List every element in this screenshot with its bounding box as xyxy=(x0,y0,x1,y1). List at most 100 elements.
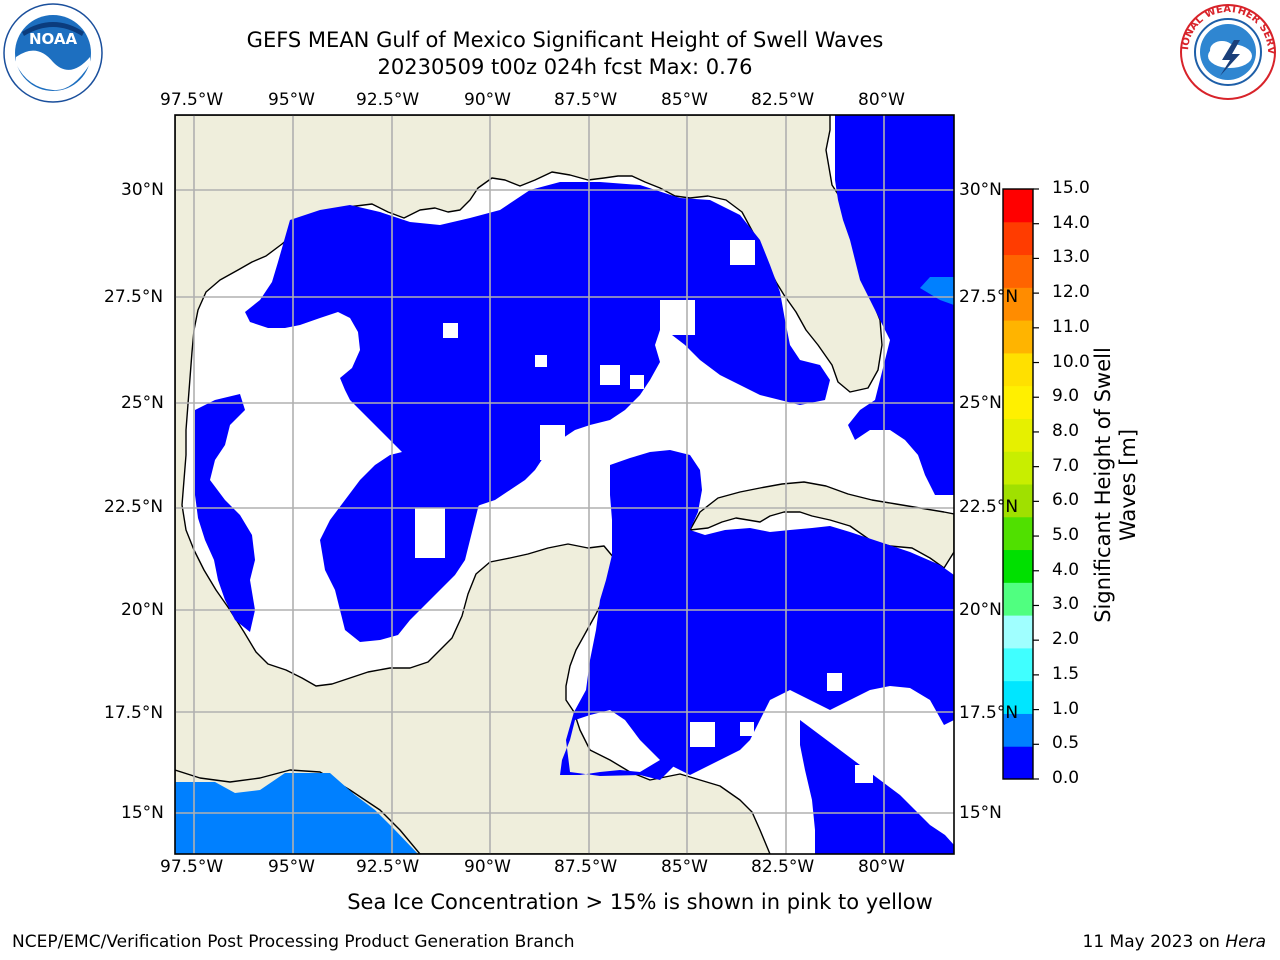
lat-label-left: 20°N xyxy=(121,600,164,620)
hole xyxy=(740,722,754,736)
colorbar-frame xyxy=(1002,188,1034,780)
colorbar-tick-label: 10.0 xyxy=(1052,351,1090,372)
colorbar-tick-label: 0.0 xyxy=(1052,768,1080,788)
colorbar-tick-label: 1.5 xyxy=(1052,663,1080,684)
hole xyxy=(660,300,695,335)
colorbar-segment xyxy=(1003,713,1033,747)
lat-label-right: 17.5°N xyxy=(959,703,1019,723)
hole xyxy=(855,765,873,783)
lon-label-bottom: 90°W xyxy=(464,857,511,877)
nws-logo: NATIONAL WEATHER SERVICE xyxy=(1178,2,1276,100)
lat-label-right: 30°N xyxy=(959,180,1002,200)
colorbar-tick-label: 2.0 xyxy=(1052,629,1080,650)
lat-label-right: 20°N xyxy=(959,600,1002,620)
colorbar-tick-label: 3.0 xyxy=(1052,594,1080,615)
graticule xyxy=(175,115,954,854)
lon-label-top: 92.5°W xyxy=(356,90,420,110)
swell-no-data-holes xyxy=(228,240,873,783)
colorbar-segment xyxy=(1003,254,1033,288)
colorbar-segment xyxy=(1003,484,1033,518)
colorbar-segment xyxy=(1003,287,1033,321)
colorbar-segment xyxy=(1003,746,1033,780)
lon-label-bottom: 97.5°W xyxy=(160,857,224,877)
colorbar-tick-label: 8.0 xyxy=(1052,420,1080,441)
map-frame xyxy=(174,114,955,855)
colorbar-segment xyxy=(1003,549,1033,583)
lat-label-right: 27.5°N xyxy=(959,287,1019,307)
footer-branch: NCEP/EMC/Verification Post Processing Pr… xyxy=(12,932,575,952)
lon-label-top: 82.5°W xyxy=(751,90,815,110)
footer-date-text: 11 May 2023 on xyxy=(1082,932,1220,952)
colorbar-tick-label: 12.0 xyxy=(1052,282,1090,303)
colorbar-segment xyxy=(1003,189,1033,223)
colorbar-segment xyxy=(1003,320,1033,354)
colorbar-tick-label: 4.0 xyxy=(1052,559,1080,580)
colorbar-segment xyxy=(1003,451,1033,485)
lon-label-top: 85°W xyxy=(661,90,708,110)
map-title: GEFS MEAN Gulf of Mexico Significant Hei… xyxy=(246,28,884,52)
noaa-logo: NOAA xyxy=(3,3,103,103)
lat-label-right: 15°N xyxy=(959,803,1002,823)
lon-label-bottom: 80°W xyxy=(858,857,905,877)
colorbar xyxy=(1003,188,1039,780)
colorbar-segment xyxy=(1003,385,1033,419)
colorbar-tick-label: 9.0 xyxy=(1052,386,1080,407)
colorbar-tick-label: 5.0 xyxy=(1052,525,1080,546)
lat-label-left: 15°N xyxy=(121,803,164,823)
colorbar-segment xyxy=(1003,615,1033,649)
hole xyxy=(415,508,445,558)
hole xyxy=(228,480,243,495)
colorbar-tick-label: 11.0 xyxy=(1052,316,1090,337)
footer-machine: Hera xyxy=(1225,932,1266,952)
swell-region-central-gulf xyxy=(320,450,480,642)
swell-region-south-caribbean xyxy=(800,720,954,854)
map-subtitle: 20230509 t00z 024h fcst Max: 0.76 xyxy=(377,55,753,79)
hole xyxy=(600,365,620,385)
colorbar-axis-title-line2: Waves [m] xyxy=(1116,428,1140,542)
hole xyxy=(535,355,547,367)
lon-label-bottom: 87.5°W xyxy=(554,857,618,877)
noaa-logo-text: NOAA xyxy=(29,30,78,48)
lon-label-bottom: 82.5°W xyxy=(751,857,815,877)
colorbar-tick-label: 0.5 xyxy=(1052,733,1080,754)
colorbar-segment xyxy=(1003,352,1033,387)
colorbar-tick-label: 1.0 xyxy=(1052,698,1080,719)
colorbar-segment xyxy=(1003,221,1033,256)
sea-ice-note-text: Sea Ice Concentration > 15% is shown in … xyxy=(347,890,933,914)
colorbar-tick-label: 7.0 xyxy=(1052,455,1080,476)
colorbar-segment xyxy=(1003,582,1033,616)
lon-label-top: 80°W xyxy=(858,90,905,110)
lon-label-top: 87.5°W xyxy=(554,90,618,110)
hole xyxy=(690,722,715,747)
colorbar-tick-label: 15.0 xyxy=(1052,178,1090,198)
colorbar-segment xyxy=(1003,516,1033,551)
colorbar-tick-label: 13.0 xyxy=(1052,247,1090,268)
hole xyxy=(443,323,458,338)
lon-label-top: 97.5°W xyxy=(160,90,224,110)
footer-date: 11 May 2023 on Hera xyxy=(1083,932,1267,952)
colorbar-axis-title: Significant Height of Swell Waves [m] xyxy=(1091,347,1141,623)
hole xyxy=(827,673,842,691)
lon-label-top: 90°W xyxy=(464,90,511,110)
lat-label-left: 22.5°N xyxy=(104,497,164,517)
lon-label-bottom: 95°W xyxy=(268,857,315,877)
colorbar-segment xyxy=(1003,680,1033,714)
lon-label-bottom: 92.5°W xyxy=(356,857,420,877)
swell-region-eastern-gulf-caribbean xyxy=(560,450,954,780)
colorbar-axis-title-line1: Significant Height of Swell xyxy=(1091,347,1115,623)
hole xyxy=(730,240,755,265)
hole xyxy=(630,375,644,389)
lat-label-left: 17.5°N xyxy=(104,703,164,723)
sea-ice-note: Sea Ice Concentration > 15% is shown in … xyxy=(0,890,1280,914)
swell-region-atlantic-patch xyxy=(920,277,954,305)
hole xyxy=(540,425,565,460)
lat-label-left: 25°N xyxy=(121,393,164,413)
colorbar-segment xyxy=(1003,647,1033,682)
colorbar-tick-label: 6.0 xyxy=(1052,490,1080,511)
lon-label-bottom: 85°W xyxy=(661,857,708,877)
lat-label-right: 25°N xyxy=(959,393,1002,413)
lon-label-top: 95°W xyxy=(268,90,315,110)
lat-label-right: 22.5°N xyxy=(959,497,1019,517)
colorbar-tick-label: 14.0 xyxy=(1052,212,1090,233)
